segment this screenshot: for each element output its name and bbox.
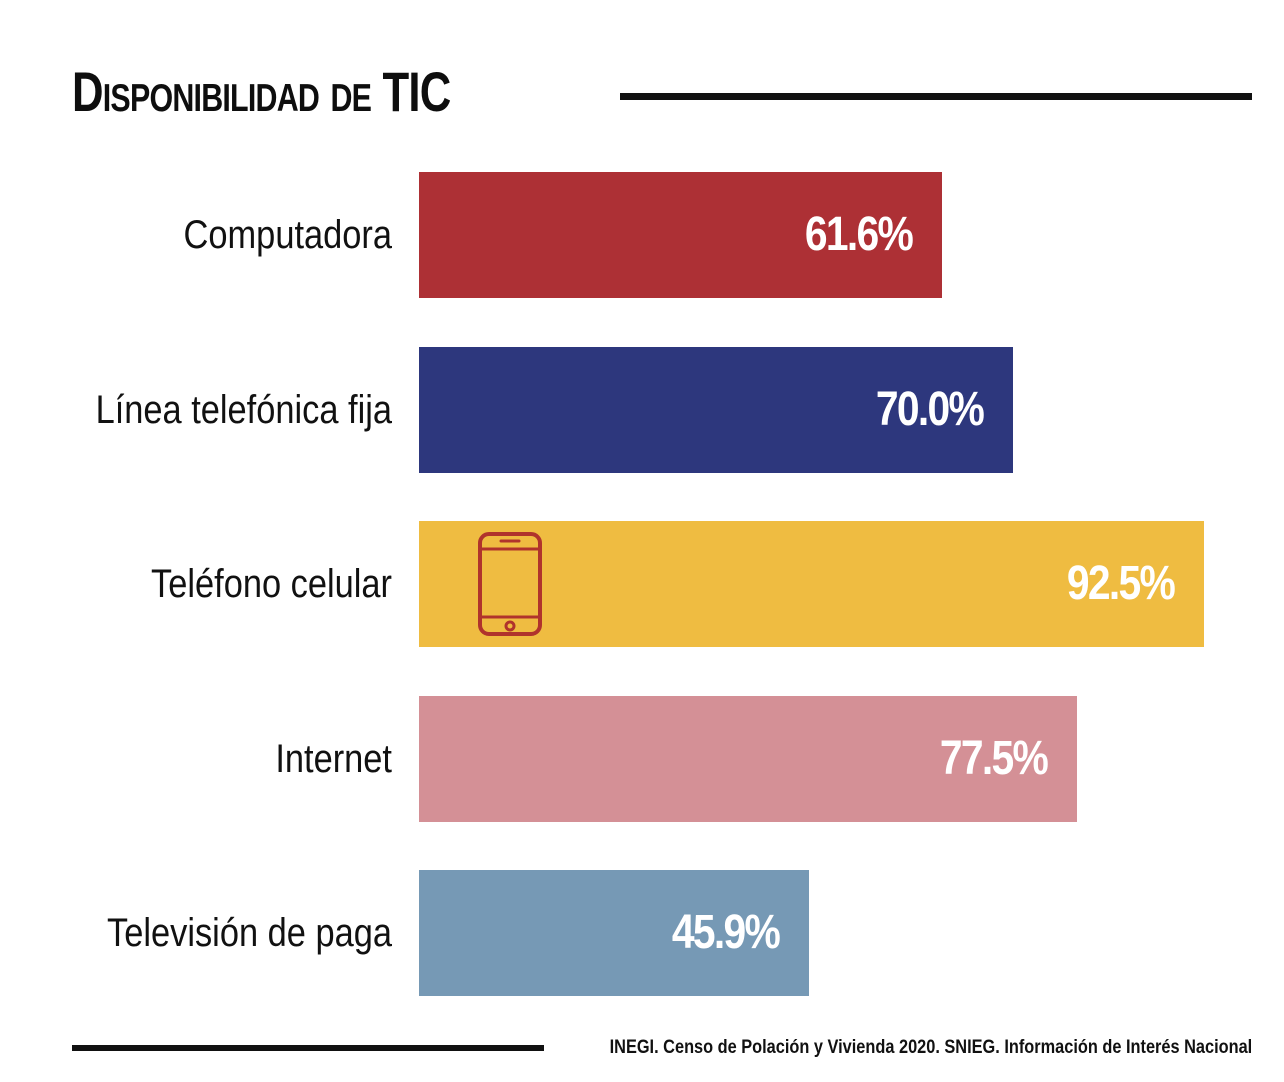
value-label: 45.9% xyxy=(671,906,781,959)
category-label: Televisión de paga xyxy=(107,911,392,955)
bar: 45.9% xyxy=(419,870,809,996)
value-label: 92.5% xyxy=(1066,557,1176,610)
bar: 77.5% xyxy=(419,696,1077,822)
bar: 92.5% xyxy=(419,521,1204,647)
category-label: Internet xyxy=(275,737,392,781)
title-rule xyxy=(620,93,1252,100)
bar: 61.6% xyxy=(419,172,942,298)
value-label: 77.5% xyxy=(939,732,1049,785)
category-label: Computadora xyxy=(183,213,392,257)
source-rule xyxy=(72,1045,544,1051)
smartphone-icon xyxy=(478,532,542,636)
category-label: Línea telefónica fija xyxy=(95,388,393,432)
chart-title: Disponibilidad de TIC xyxy=(72,60,451,123)
value-label: 70.0% xyxy=(875,383,985,436)
source-note: INEGI. Censo de Polación y Vivienda 2020… xyxy=(609,1037,1252,1058)
value-label: 61.6% xyxy=(804,208,914,261)
bar: 70.0% xyxy=(419,347,1013,473)
category-label: Teléfono celular xyxy=(151,562,392,606)
